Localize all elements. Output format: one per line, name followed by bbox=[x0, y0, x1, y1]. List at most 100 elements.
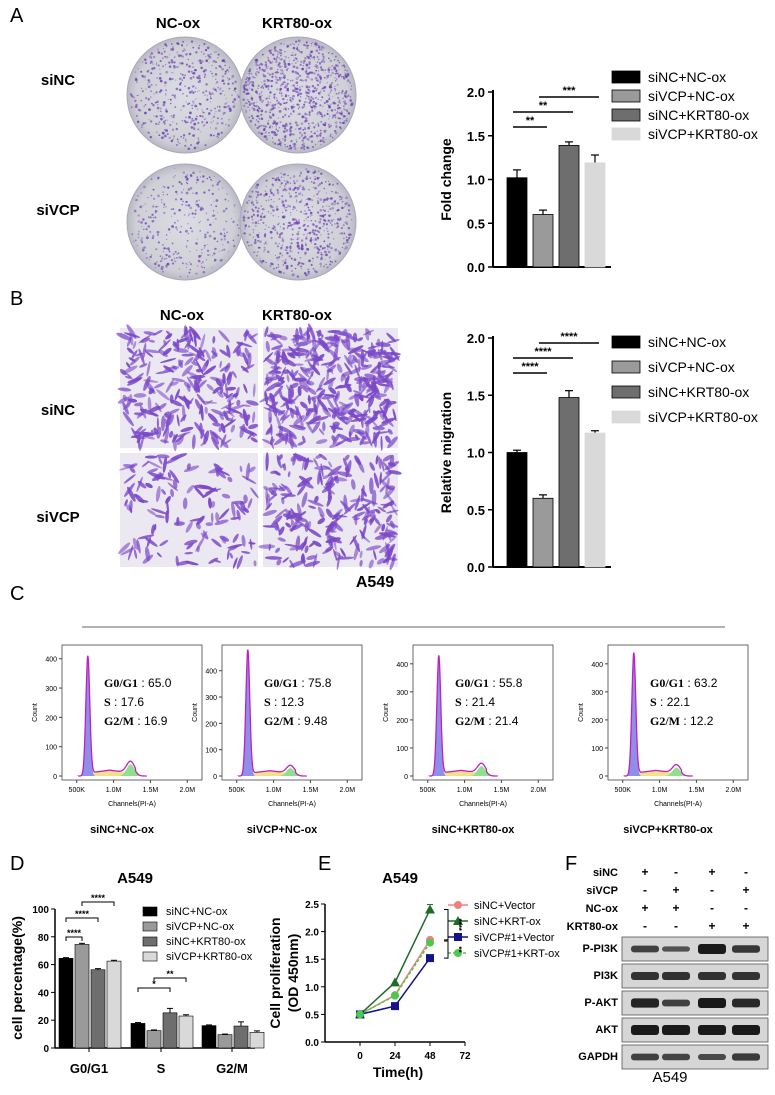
colony bbox=[326, 112, 329, 116]
separator: : bbox=[657, 695, 667, 709]
colony bbox=[221, 67, 224, 71]
colony bbox=[314, 108, 316, 110]
colony bbox=[334, 121, 338, 125]
colony bbox=[272, 177, 275, 180]
colony bbox=[286, 145, 289, 148]
colony bbox=[327, 110, 329, 112]
row-label: siNC bbox=[41, 72, 75, 89]
colony bbox=[224, 94, 226, 96]
migrated-cell bbox=[266, 397, 277, 405]
colony bbox=[221, 249, 224, 252]
colony bbox=[153, 115, 155, 117]
migrated-cell bbox=[377, 348, 383, 361]
colony bbox=[327, 250, 331, 254]
migrated-cell bbox=[385, 362, 398, 373]
colony bbox=[304, 242, 307, 244]
colony bbox=[233, 211, 235, 213]
colony bbox=[267, 199, 270, 202]
migrated-cell bbox=[316, 392, 322, 410]
colony bbox=[336, 209, 339, 212]
colony bbox=[255, 63, 259, 67]
colony bbox=[275, 70, 279, 74]
colony bbox=[350, 88, 352, 91]
colony bbox=[284, 114, 286, 117]
migrated-cell bbox=[172, 341, 178, 347]
colony bbox=[154, 209, 158, 213]
colony bbox=[255, 196, 258, 199]
colony bbox=[265, 97, 268, 100]
significance-label: ** bbox=[454, 946, 463, 953]
migrated-cell bbox=[275, 358, 282, 365]
colony bbox=[197, 60, 199, 62]
colony bbox=[183, 47, 185, 50]
colony bbox=[262, 124, 266, 128]
colony bbox=[271, 207, 273, 209]
colony bbox=[284, 56, 286, 58]
colony bbox=[289, 133, 292, 136]
colony bbox=[335, 125, 338, 127]
colony bbox=[147, 85, 150, 88]
migrated-cell bbox=[225, 386, 237, 391]
colony bbox=[310, 130, 313, 133]
colony bbox=[132, 96, 135, 99]
colony bbox=[287, 174, 289, 177]
migrated-cell bbox=[325, 340, 339, 345]
colony bbox=[317, 197, 320, 200]
colony-plate-image bbox=[126, 36, 244, 154]
colony bbox=[215, 199, 219, 202]
colony bbox=[231, 94, 233, 96]
colony bbox=[246, 76, 249, 79]
colony bbox=[260, 117, 264, 121]
migrated-cell bbox=[133, 412, 144, 416]
colony bbox=[206, 95, 209, 97]
colony bbox=[173, 137, 175, 139]
colony bbox=[343, 105, 345, 108]
colony bbox=[265, 62, 267, 64]
condition-sign: + bbox=[708, 865, 715, 879]
bar bbox=[506, 452, 528, 568]
migrated-cell bbox=[170, 489, 174, 498]
colony bbox=[268, 134, 271, 137]
colony bbox=[265, 138, 268, 141]
separator: : bbox=[489, 676, 499, 690]
x-tick-label: 2.0M bbox=[339, 787, 355, 794]
colony bbox=[293, 180, 295, 182]
y-tick-label: 400 bbox=[396, 662, 408, 669]
colony bbox=[339, 112, 342, 115]
colony bbox=[186, 182, 189, 185]
migrated-cell bbox=[264, 390, 268, 405]
colony bbox=[252, 203, 255, 206]
colony bbox=[255, 90, 258, 94]
colony bbox=[154, 101, 157, 104]
migrated-cell bbox=[143, 331, 157, 336]
colony bbox=[288, 60, 291, 62]
colony bbox=[284, 50, 286, 53]
colony bbox=[179, 275, 182, 278]
migrated-cell bbox=[133, 402, 144, 407]
colony bbox=[209, 223, 212, 226]
colony bbox=[339, 73, 342, 76]
colony bbox=[174, 106, 177, 108]
colony bbox=[334, 108, 337, 111]
colony bbox=[263, 215, 266, 219]
colony bbox=[270, 92, 272, 94]
colony bbox=[343, 92, 347, 95]
colony bbox=[156, 261, 158, 263]
colony bbox=[173, 176, 175, 178]
colony bbox=[288, 122, 292, 125]
colony bbox=[131, 233, 134, 235]
colony bbox=[155, 63, 158, 66]
migrated-cell bbox=[198, 405, 204, 415]
colony bbox=[316, 236, 320, 240]
colony bbox=[157, 103, 159, 106]
separator: : bbox=[294, 714, 304, 728]
colony bbox=[186, 44, 188, 46]
migrated-cell bbox=[264, 379, 269, 386]
colony bbox=[306, 55, 308, 57]
panel-c-title: A549 bbox=[356, 574, 394, 591]
migrated-cell bbox=[265, 340, 270, 353]
migrated-cell bbox=[200, 429, 205, 440]
colony bbox=[265, 261, 267, 264]
colony bbox=[309, 177, 312, 179]
migrated-cell bbox=[156, 552, 162, 558]
